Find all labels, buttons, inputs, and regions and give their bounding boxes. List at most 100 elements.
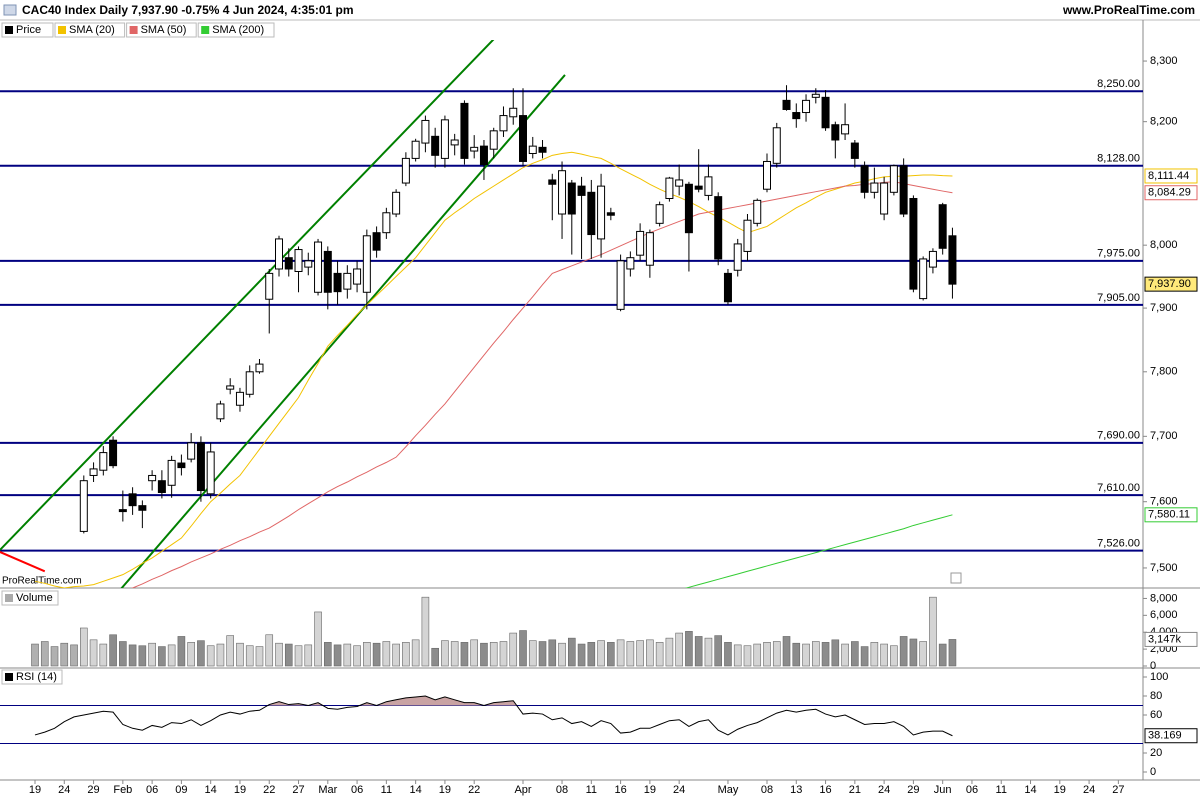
candle-body [411,140,420,159]
volume-bar [31,643,39,667]
candle-body [421,119,430,144]
volume-bar [50,646,59,667]
level-label: 7,690.00 [1097,430,1140,442]
candle-body [655,204,664,224]
price-tag [1144,728,1198,744]
y-tick-label: 7,500 [1150,562,1178,574]
price-tag-label: 8,111.44 [1148,170,1189,182]
candle-body [519,115,527,162]
candle-body [938,204,947,249]
y-tick-label: 8,000 [1150,239,1178,251]
level-label: 7,975.00 [1097,248,1140,260]
volume-bar [284,643,293,667]
volume-bar [245,645,254,667]
candle-body [79,480,88,532]
y-tick-label: 100 [1150,671,1168,683]
volume-bar [880,643,888,667]
candle-body [743,219,752,252]
candle-body [704,176,713,196]
x-tick-label: 27 [1112,784,1124,796]
legend-box [1,22,54,38]
volume-bar [528,640,537,667]
trendline [0,40,495,551]
site-link[interactable]: www.ProRealTime.com [1062,3,1195,17]
volume-bar [890,645,898,667]
volume-bar [519,630,527,667]
volume-bar [109,634,117,667]
volume-bar [177,636,186,667]
volume-bar [929,596,937,667]
volume-bar [597,640,605,667]
candle-body [792,112,801,120]
volume-bar [216,643,225,667]
candle-body [684,183,693,234]
x-tick-label: 16 [614,784,626,796]
candle-body [323,250,332,293]
candle-body [841,124,850,135]
volume-bar [128,644,137,667]
candle-body [870,182,879,193]
candle-body [587,191,596,236]
candle-body [216,403,225,420]
candle-body [548,179,557,185]
info-icon[interactable] [950,572,962,584]
x-tick-label: 29 [907,784,919,796]
candle-body [577,185,586,196]
x-tick-label: 11 [996,784,1007,796]
x-tick-label: 14 [205,784,217,796]
x-tick-label: 11 [381,784,392,796]
sma-line [684,514,953,588]
rsi-fill-group [35,696,953,706]
candle-body [831,124,840,141]
x-tick-label: 11 [586,784,597,796]
candle-body [284,257,293,270]
candle-body [733,243,742,271]
x-tick-label: 08 [761,784,773,796]
candle-body [850,142,859,159]
candle-body [616,260,625,310]
candle-body [89,468,98,476]
candle-body [392,191,401,215]
candle-body [567,182,576,215]
volume-legend-box [1,590,59,606]
candle-body [470,146,479,152]
volume-bar [675,632,683,667]
y-tick-label: 8,000 [1150,592,1178,604]
volume-bar [948,639,957,667]
volume-bar [499,641,508,667]
volume-bar [860,646,869,667]
candle-body [314,241,323,293]
candle-body [928,250,937,268]
y-tick-label: 7,800 [1150,366,1178,378]
y-tick-label: 0 [1150,766,1156,778]
legend-box [54,22,126,38]
plot-area [0,695,1143,744]
level-label: 7,905.00 [1097,292,1140,304]
volume-bar [909,638,918,667]
rsi-legend-box [1,669,63,685]
x-tick-label: 19 [439,784,451,796]
candle-body [645,232,654,266]
volume-bar [402,642,410,667]
x-tick-label: 29 [87,784,99,796]
volume-bar [743,645,752,667]
volume-bar [138,645,147,667]
volume-bar [226,635,234,667]
volume-bar [353,645,361,667]
volume-bar [392,643,400,667]
volume-bar [577,643,586,667]
volume-bar [616,639,625,667]
volume-bar [851,641,859,667]
candle-body [440,119,449,159]
volume-bar [733,644,742,667]
rsi-line [34,695,953,737]
volume-bar [343,643,352,667]
trendline [0,551,46,573]
volume-bar [646,639,654,667]
x-tick-label: May [718,784,739,796]
candle-body [148,474,157,482]
x-tick-label: 19 [29,784,41,796]
volume-bar [567,637,576,667]
candle-body [606,212,615,216]
